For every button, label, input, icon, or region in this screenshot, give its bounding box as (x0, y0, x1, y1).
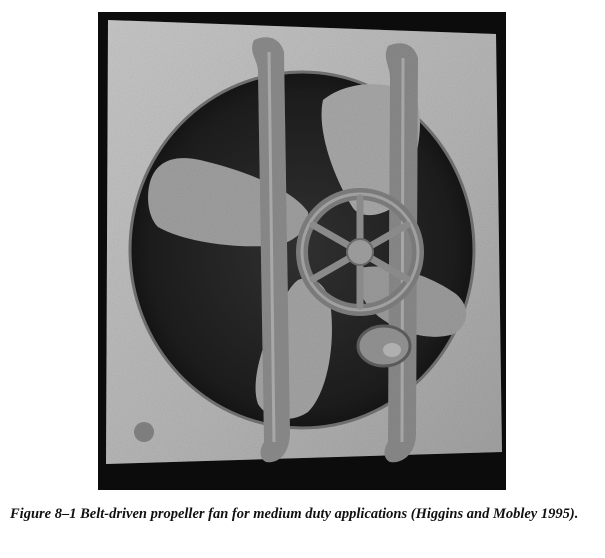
manufacturer-label-disc (134, 422, 154, 442)
motor-pulley (356, 324, 412, 368)
drive-pulley (296, 188, 424, 316)
fan-photograph (98, 12, 506, 490)
fan-photo-illustration (106, 20, 502, 464)
figure-caption: Figure 8–1 Belt-driven propeller fan for… (10, 506, 579, 522)
